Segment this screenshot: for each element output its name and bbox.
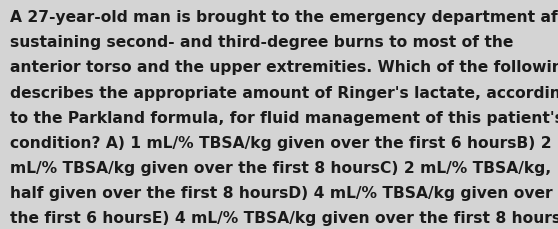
- Text: the first 6 hoursE) 4 mL/% TBSA/kg given over the first 8 hours: the first 6 hoursE) 4 mL/% TBSA/kg given…: [10, 210, 558, 225]
- Text: describes the appropriate amount of Ringer's lactate, according: describes the appropriate amount of Ring…: [10, 85, 558, 100]
- Text: condition? A) 1 mL/% TBSA/kg given over the first 6 hoursB) 2: condition? A) 1 mL/% TBSA/kg given over …: [10, 135, 552, 150]
- Text: to the Parkland formula, for fluid management of this patient's: to the Parkland formula, for fluid manag…: [10, 110, 558, 125]
- Text: anterior torso and the upper extremities. Which of the following: anterior torso and the upper extremities…: [10, 60, 558, 75]
- Text: half given over the first 8 hoursD) 4 mL/% TBSA/kg given over: half given over the first 8 hoursD) 4 mL…: [10, 185, 552, 200]
- Text: A 27-year-old man is brought to the emergency department after: A 27-year-old man is brought to the emer…: [10, 10, 558, 25]
- Text: sustaining second- and third-degree burns to most of the: sustaining second- and third-degree burn…: [10, 35, 513, 50]
- Text: mL/% TBSA/kg given over the first 8 hoursC) 2 mL/% TBSA/kg,: mL/% TBSA/kg given over the first 8 hour…: [10, 160, 551, 175]
